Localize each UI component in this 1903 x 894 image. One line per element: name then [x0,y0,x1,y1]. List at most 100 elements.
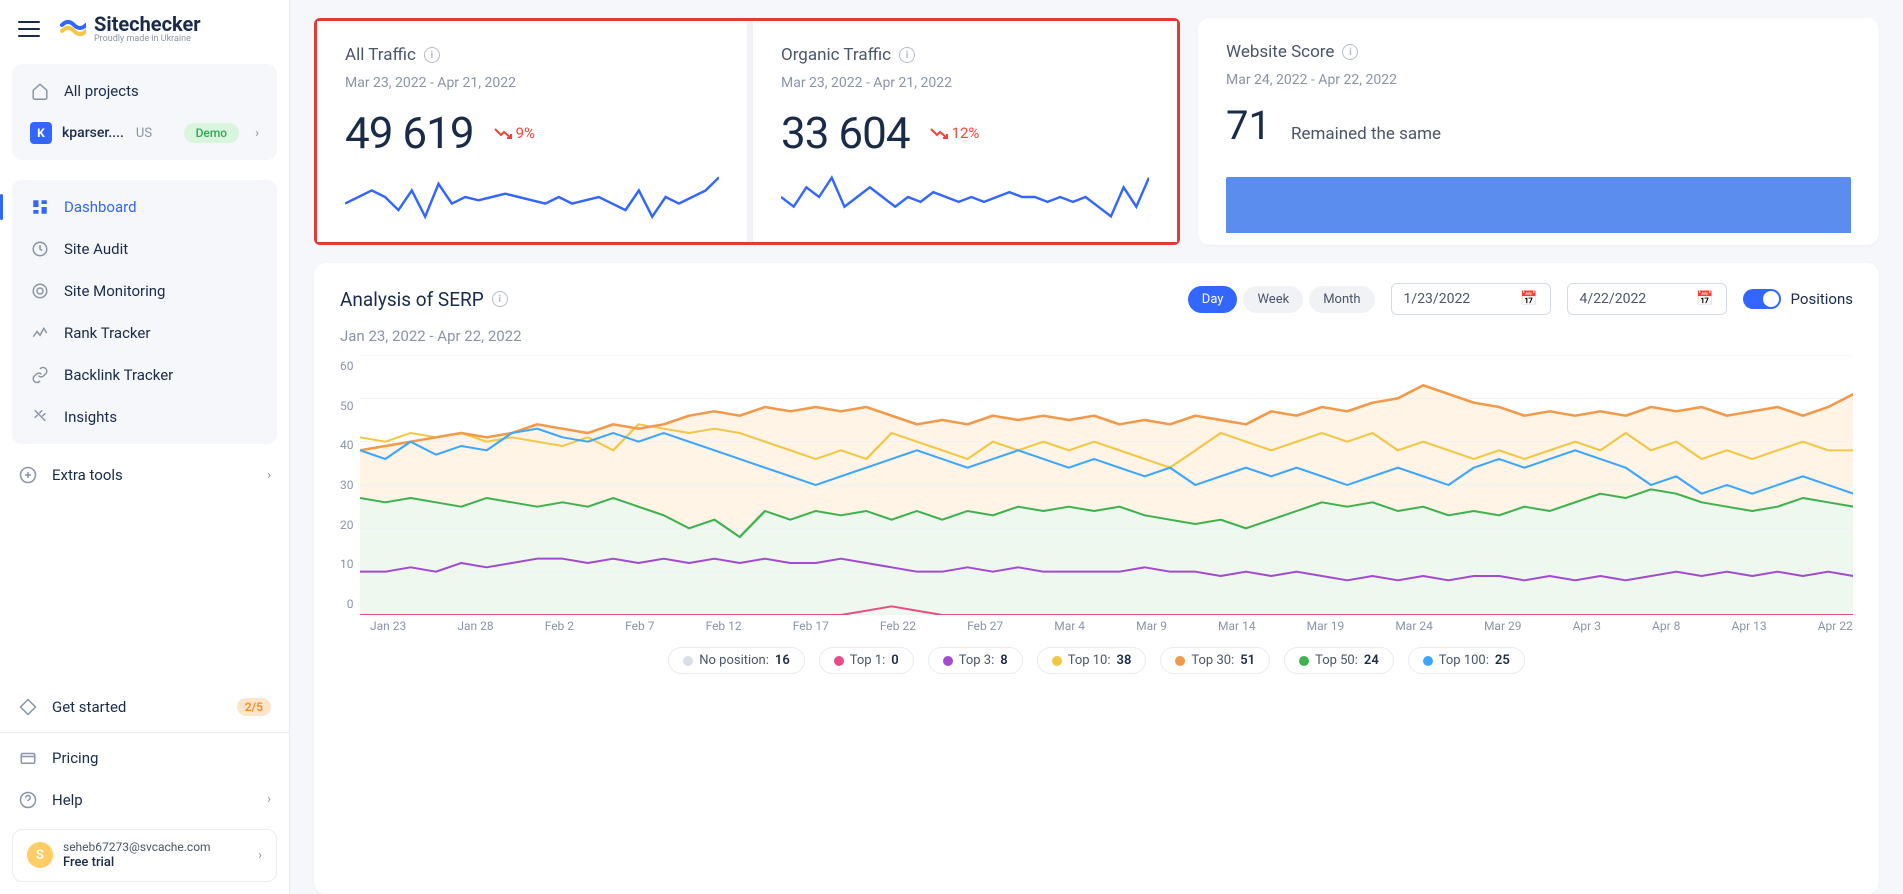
logo[interactable]: Sitechecker Proudly made in Ukraine [58,14,201,44]
help-icon [18,790,38,810]
y-axis: 6050403020100 [340,355,354,615]
sidebar-item-insights[interactable]: Insights [12,396,277,438]
dashboard-icon [30,197,50,217]
user-plan: Free trial [63,855,211,871]
sidebar-item-rank-tracker[interactable]: Rank Tracker [12,312,277,354]
chevron-right-icon: › [267,792,271,807]
legend-item[interactable]: Top 10: 38 [1037,647,1147,674]
brand-tagline: Proudly made in Ukraine [94,34,201,44]
sidebar-item-backlink-tracker[interactable]: Backlink Tracker [12,354,277,396]
legend-item[interactable]: Top 50: 24 [1284,647,1394,674]
legend-label: No position: [699,653,769,668]
seg-day[interactable]: Day [1188,286,1238,313]
info-icon[interactable]: i [492,291,508,307]
sidebar-nav: Dashboard Site Audit Site Monitoring Rank T… [12,180,277,444]
backlink-icon [30,365,50,385]
legend-label: Top 10: [1068,653,1111,668]
serp-card: Analysis of SERP i Day Week Month 1/23/20… [314,263,1879,894]
sidebar-project[interactable]: K kparser.... US Demo › [12,112,277,154]
legend-item[interactable]: Top 100: 25 [1408,647,1525,674]
score-title: Website Score [1226,42,1334,62]
sidebar-all-projects[interactable]: All projects [12,70,277,112]
wallet-icon [18,748,38,768]
score-label: Remained the same [1291,124,1441,144]
nav-label: Site Audit [64,240,128,258]
nav-label: Dashboard [64,198,137,216]
seg-week[interactable]: Week [1243,286,1303,313]
project-locale: US [136,126,152,141]
legend-dot [1423,656,1433,666]
info-icon[interactable]: i [899,47,915,63]
all-traffic-card[interactable]: All Traffici Mar 23, 2022 - Apr 21, 2022… [317,21,747,242]
website-score-card[interactable]: Website Scorei Mar 24, 2022 - Apr 22, 20… [1198,18,1879,245]
project-name: kparser.... [62,125,124,141]
brand-name: Sitechecker [94,14,201,34]
highlighted-cards: All Traffici Mar 23, 2022 - Apr 21, 2022… [314,18,1180,245]
nav-label: Site Monitoring [64,282,165,300]
organic-traffic-delta: 12% [930,124,980,142]
sidebar: Sitechecker Proudly made in Ukraine All … [0,0,290,894]
organic-traffic-card[interactable]: Organic Traffic i Mar 23, 2022 - Apr 21, … [747,21,1177,242]
legend-dot [943,656,953,666]
sidebar-pricing[interactable]: Pricing [0,737,289,779]
serp-chart: 6050403020100 [340,355,1853,615]
monitor-icon [30,281,50,301]
legend-item[interactable]: Top 3: 8 [928,647,1023,674]
menu-toggle[interactable] [18,21,40,37]
organic-traffic-title: Organic Traffic [781,45,891,65]
sidebar-all-projects-label: All projects [64,82,139,100]
legend-label: Top 30: [1191,653,1234,668]
sidebar-item-site-audit[interactable]: Site Audit [12,228,277,270]
score-value: 71 [1226,102,1271,149]
main: All Traffici Mar 23, 2022 - Apr 21, 2022… [290,0,1903,894]
sidebar-extra-tools[interactable]: Extra tools › [0,454,289,496]
progress-badge: 2/5 [237,698,271,716]
legend-label: Top 100: [1439,653,1489,668]
user-card[interactable]: S seheb67273@svcache.com Free trial › [12,829,277,882]
sidebar-get-started[interactable]: Get started 2/5 [0,686,289,728]
date-to-input[interactable]: 4/22/2022📅 [1567,283,1727,315]
logo-icon [58,19,86,39]
extra-tools-label: Extra tools [52,466,123,484]
sidebar-item-dashboard[interactable]: Dashboard [12,186,277,228]
help-label: Help [52,791,83,809]
avatar: S [27,842,53,868]
legend-value: 24 [1364,653,1379,668]
legend-dot [1299,656,1309,666]
date-from-input[interactable]: 1/23/2022📅 [1391,283,1551,315]
rank-icon [30,323,50,343]
sidebar-help[interactable]: Help › [0,779,289,821]
nav-label: Insights [64,408,117,426]
calendar-icon: 📅 [1520,291,1537,307]
info-icon[interactable]: i [1342,44,1358,60]
x-axis: Jan 23Jan 28Feb 2Feb 7Feb 12Feb 17Feb 22… [370,619,1853,633]
organic-traffic-value: 33 604 [781,107,910,159]
organic-traffic-range: Mar 23, 2022 - Apr 21, 2022 [781,75,1149,91]
chevron-right-icon: › [258,848,262,863]
legend-item[interactable]: Top 30: 51 [1160,647,1270,674]
sidebar-item-site-monitoring[interactable]: Site Monitoring [12,270,277,312]
all-traffic-value: 49 619 [345,107,474,159]
serp-title: Analysis of SERP [340,288,484,311]
all-traffic-delta: 9% [494,124,535,142]
legend-value: 0 [891,653,898,668]
legend-dot [1052,656,1062,666]
info-icon[interactable]: i [424,47,440,63]
legend-value: 38 [1117,653,1132,668]
pricing-label: Pricing [52,749,98,767]
legend-item[interactable]: No position: 16 [668,647,805,674]
positions-toggle[interactable] [1743,289,1781,309]
legend-dot [683,656,693,666]
legend-value: 8 [1000,653,1007,668]
legend-value: 16 [775,653,790,668]
legend-label: Top 3: [959,653,995,668]
legend-value: 25 [1495,653,1510,668]
legend-label: Top 1: [850,653,886,668]
positions-label: Positions [1791,290,1853,308]
all-traffic-range: Mar 23, 2022 - Apr 21, 2022 [345,75,719,91]
legend-label: Top 50: [1315,653,1358,668]
plus-circle-icon [18,465,38,485]
audit-icon [30,239,50,259]
seg-month[interactable]: Month [1309,286,1374,313]
legend-item[interactable]: Top 1: 0 [819,647,914,674]
